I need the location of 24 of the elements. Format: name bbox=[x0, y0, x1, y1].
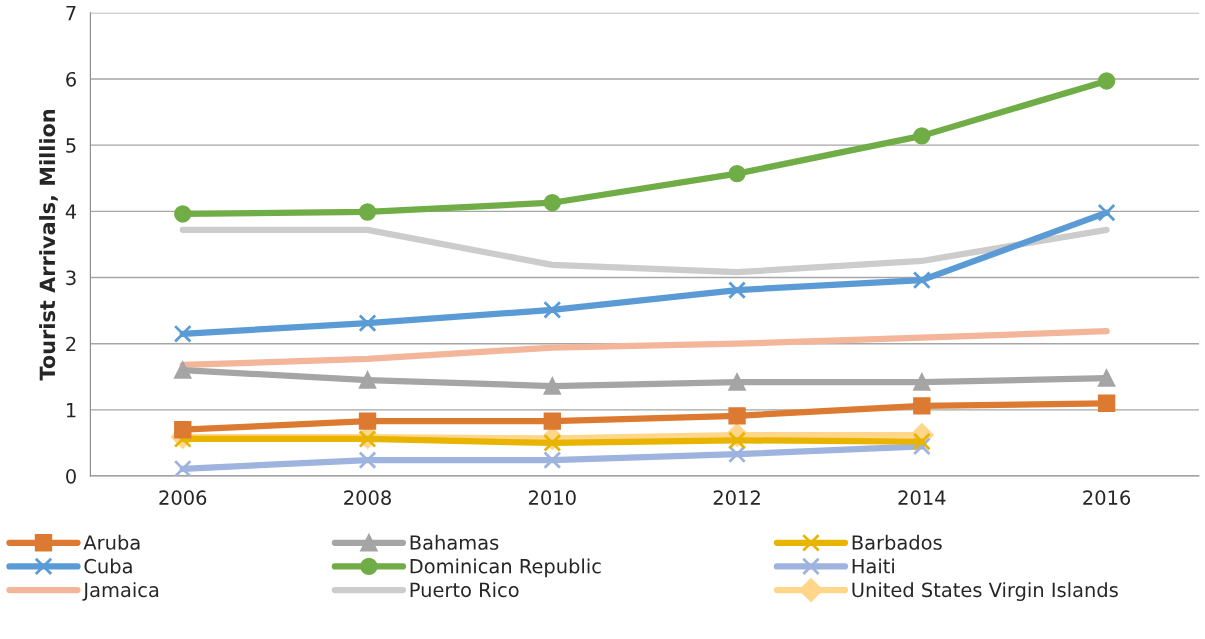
legend-label: Barbados bbox=[852, 534, 942, 550]
legend-label: Jamaica bbox=[82, 582, 159, 601]
legend-label: United States Virgin Islands bbox=[852, 582, 1118, 601]
x-tick-label: 2012 bbox=[713, 490, 760, 505]
y-axis-title: Tourist Arrivals, Million bbox=[39, 109, 58, 381]
x-tick-label: 2008 bbox=[344, 490, 391, 505]
legend-label: Haiti bbox=[852, 558, 894, 574]
x-tick-label: 2006 bbox=[159, 490, 207, 505]
legend-label: Dominican Republic bbox=[410, 558, 601, 578]
y-tick-label: 1 bbox=[66, 403, 76, 418]
y-tick-label: 7 bbox=[66, 5, 76, 21]
x-tick-label: 2014 bbox=[898, 490, 946, 505]
legend-label: Puerto Rico bbox=[410, 582, 519, 598]
y-tick-label: 4 bbox=[65, 204, 77, 219]
x-tick-label: 2010 bbox=[528, 490, 576, 505]
y-tick-label: 0 bbox=[66, 469, 76, 484]
y-tick-label: 3 bbox=[66, 270, 76, 286]
x-tick-label: 2016 bbox=[1083, 490, 1131, 505]
legend-label: Cuba bbox=[84, 558, 132, 574]
y-tick-label: 6 bbox=[66, 71, 76, 87]
y-tick-label: 2 bbox=[66, 336, 76, 352]
legend-label: Aruba bbox=[83, 534, 140, 550]
legend-label: Bahamas bbox=[410, 534, 499, 550]
y-tick-label: 5 bbox=[66, 138, 76, 153]
